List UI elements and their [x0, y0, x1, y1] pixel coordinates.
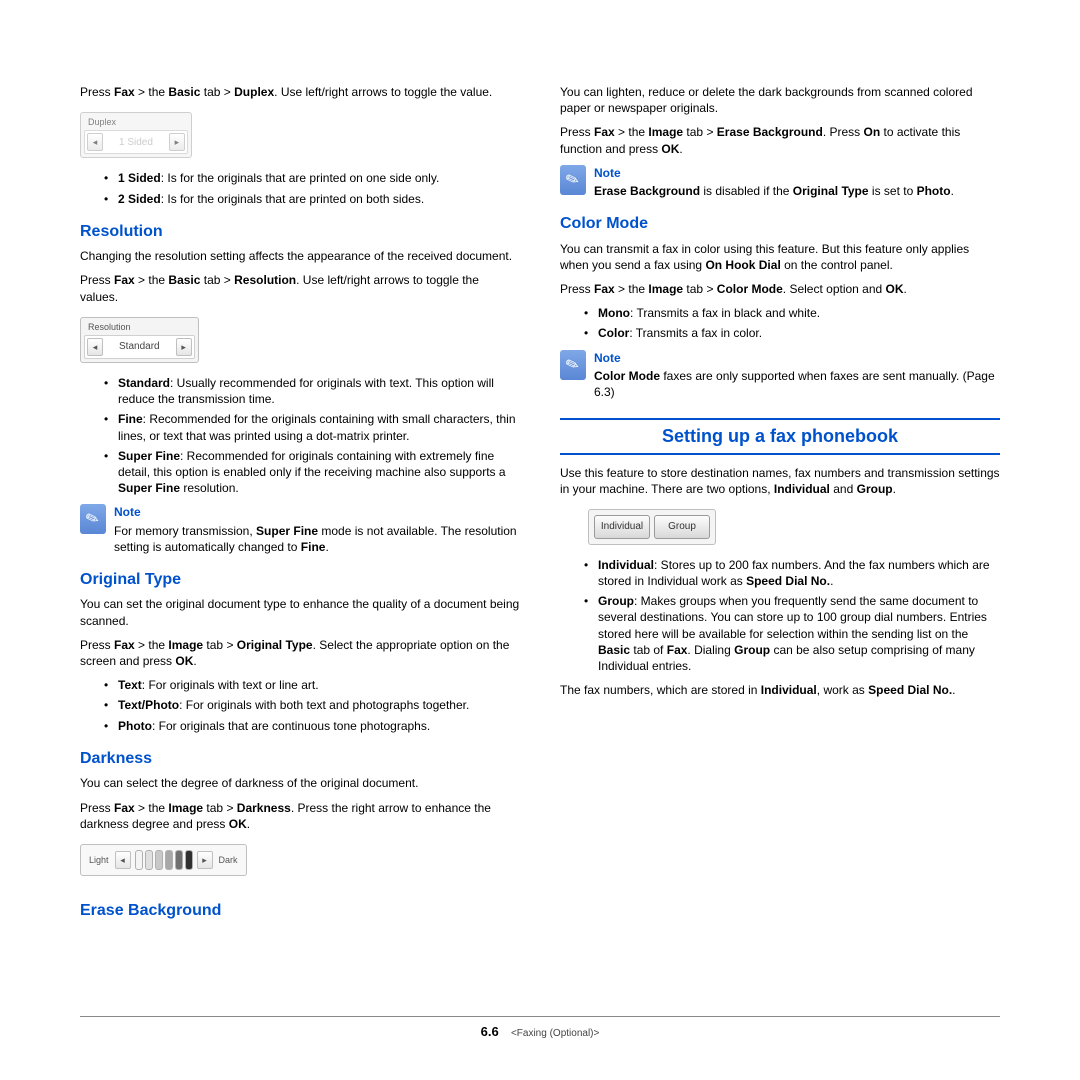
darkness-desc: You can select the degree of darkness of… — [80, 775, 520, 791]
original-type-options: Text: For originals with text or line ar… — [80, 677, 520, 734]
note-text: Erase Background is disabled if the Orig… — [594, 183, 1000, 199]
original-type-heading: Original Type — [80, 569, 520, 591]
color-mode-nav: Press Fax > the Image tab > Color Mode. … — [560, 281, 1000, 297]
note-title: Note — [594, 350, 1000, 366]
list-item: Mono: Transmits a fax in black and white… — [588, 305, 1000, 321]
color-mode-desc: You can transmit a fax in color using th… — [560, 241, 1000, 273]
list-item: 2 Sided: Is for the originals that are p… — [108, 191, 520, 207]
note-title: Note — [594, 165, 1000, 181]
page-footer: 6.6 <Faxing (Optional)> — [80, 1016, 1000, 1041]
resolution-nav: Press Fax > the Basic tab > Resolution. … — [80, 272, 520, 304]
resolution-selector-label: Resolution — [84, 321, 195, 335]
group-tab-button[interactable]: Group — [654, 515, 710, 539]
arrow-right-icon[interactable]: ▸ — [197, 851, 213, 869]
note-icon — [560, 350, 586, 380]
duplex-selector-label: Duplex — [84, 116, 188, 130]
resolution-note: Note For memory transmission, Super Fine… — [80, 504, 520, 555]
list-item: Group: Makes groups when you frequently … — [588, 593, 1000, 674]
original-type-nav: Press Fax > the Image tab > Original Typ… — [80, 637, 520, 669]
phonebook-footer-text: The fax numbers, which are stored in Ind… — [560, 682, 1000, 698]
erase-background-heading: Erase Background — [80, 900, 520, 922]
list-item: Individual: Stores up to 200 fax numbers… — [588, 557, 1000, 589]
phonebook-heading: Setting up a fax phonebook — [560, 418, 1000, 454]
note-title: Note — [114, 504, 520, 520]
list-item: Color: Transmits a fax in color. — [588, 325, 1000, 341]
arrow-right-icon[interactable]: ▸ — [176, 338, 192, 356]
resolution-desc: Changing the resolution setting affects … — [80, 248, 520, 264]
resolution-heading: Resolution — [80, 221, 520, 243]
duplex-options: 1 Sided: Is for the originals that are p… — [80, 170, 520, 206]
gradient-step — [175, 850, 183, 870]
gradient-step — [165, 850, 173, 870]
duplex-selector-value: 1 Sided — [105, 136, 167, 150]
note-text: For memory transmission, Super Fine mode… — [114, 523, 520, 555]
resolution-selector-value: Standard — [105, 340, 174, 354]
erase-bg-nav: Press Fax > the Image tab > Erase Backgr… — [560, 124, 1000, 156]
phonebook-desc: Use this feature to store destination na… — [560, 465, 1000, 497]
darkness-slider: Light ◂ ▸ Dark — [80, 844, 247, 876]
gradient-step — [185, 850, 193, 870]
darkness-light-label: Light — [87, 854, 111, 866]
note-icon — [560, 165, 586, 195]
note-text: Color Mode faxes are only supported when… — [594, 368, 1000, 400]
phonebook-tabs: IndividualGroup — [588, 509, 716, 545]
phonebook-options: Individual: Stores up to 200 fax numbers… — [560, 557, 1000, 674]
duplex-nav: Press Fax > the Basic tab > Duplex. Use … — [80, 84, 520, 100]
arrow-left-icon[interactable]: ◂ — [87, 338, 103, 356]
darkness-dark-label: Dark — [217, 854, 240, 866]
original-type-desc: You can set the original document type t… — [80, 596, 520, 628]
list-item: Super Fine: Recommended for originals co… — [108, 448, 520, 497]
list-item: Photo: For originals that are continuous… — [108, 718, 520, 734]
list-item: Text: For originals with text or line ar… — [108, 677, 520, 693]
resolution-selector: Resolution ◂ Standard ▸ — [80, 317, 199, 363]
darkness-heading: Darkness — [80, 748, 520, 770]
page-number: 6.6 — [481, 1024, 499, 1039]
erase-bg-note: Note Erase Background is disabled if the… — [560, 165, 1000, 199]
color-mode-heading: Color Mode — [560, 213, 1000, 235]
list-item: Fine: Recommended for the originals cont… — [108, 411, 520, 443]
gradient-step — [135, 850, 143, 870]
duplex-selector: Duplex ◂ 1 Sided ▸ — [80, 112, 192, 158]
arrow-right-icon[interactable]: ▸ — [169, 133, 185, 151]
page-section: <Faxing (Optional)> — [511, 1028, 599, 1039]
arrow-left-icon[interactable]: ◂ — [87, 133, 103, 151]
page-columns: Press Fax > the Basic tab > Duplex. Use … — [80, 80, 1000, 1000]
color-mode-options: Mono: Transmits a fax in black and white… — [560, 305, 1000, 341]
right-column: You can lighten, reduce or delete the da… — [560, 80, 1000, 1000]
arrow-left-icon[interactable]: ◂ — [115, 851, 131, 869]
list-item: 1 Sided: Is for the originals that are p… — [108, 170, 520, 186]
darkness-nav: Press Fax > the Image tab > Darkness. Pr… — [80, 800, 520, 832]
gradient-step — [155, 850, 163, 870]
gradient-step — [145, 850, 153, 870]
left-column: Press Fax > the Basic tab > Duplex. Use … — [80, 80, 520, 1000]
erase-bg-desc: You can lighten, reduce or delete the da… — [560, 84, 1000, 116]
list-item: Standard: Usually recommended for origin… — [108, 375, 520, 407]
list-item: Text/Photo: For originals with both text… — [108, 697, 520, 713]
resolution-options: Standard: Usually recommended for origin… — [80, 375, 520, 496]
individual-tab-button[interactable]: Individual — [594, 515, 650, 539]
color-mode-note: Note Color Mode faxes are only supported… — [560, 350, 1000, 401]
note-icon — [80, 504, 106, 534]
